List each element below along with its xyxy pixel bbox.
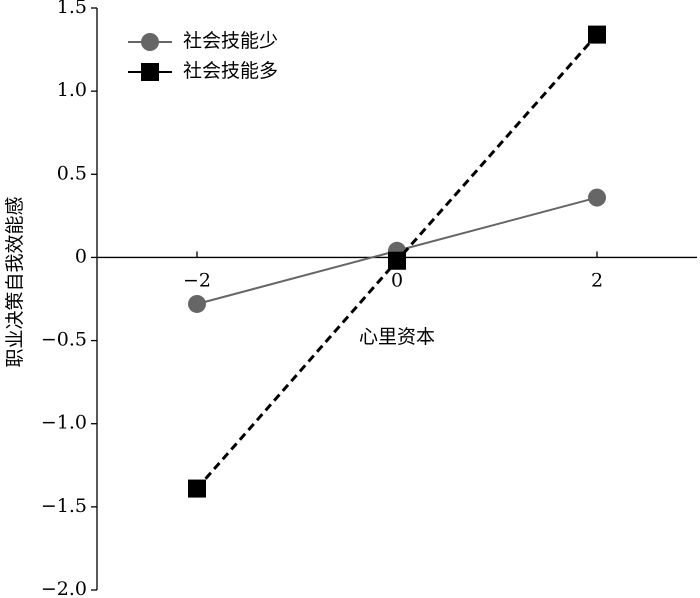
y-tick-label: −1.5 xyxy=(41,495,87,517)
data-point xyxy=(388,251,406,270)
x-tick-label: 0 xyxy=(391,269,403,291)
y-tick-label: −1.0 xyxy=(41,412,87,434)
y-tick-label: 0.5 xyxy=(57,162,87,184)
y-axis-label: 职业决策自我效能感 xyxy=(4,196,26,367)
y-tick-label: −2.0 xyxy=(41,578,87,598)
y-tick-label: 1.5 xyxy=(57,0,87,18)
legend-marker xyxy=(141,33,159,51)
data-point xyxy=(588,188,606,207)
x-axis-label: 心里资本 xyxy=(359,326,435,348)
legend-marker xyxy=(141,63,159,81)
y-tick-label: −0.5 xyxy=(41,329,87,351)
data-point xyxy=(188,294,206,313)
legend-label: 社会技能多 xyxy=(183,60,278,82)
y-tick-label: 0 xyxy=(75,245,87,267)
legend-label: 社会技能少 xyxy=(183,30,278,52)
data-point xyxy=(588,25,606,44)
y-tick-label: 1.0 xyxy=(57,79,87,101)
data-point xyxy=(188,479,206,498)
x-tick-label: 2 xyxy=(591,269,603,291)
x-tick-label: −2 xyxy=(183,269,211,291)
